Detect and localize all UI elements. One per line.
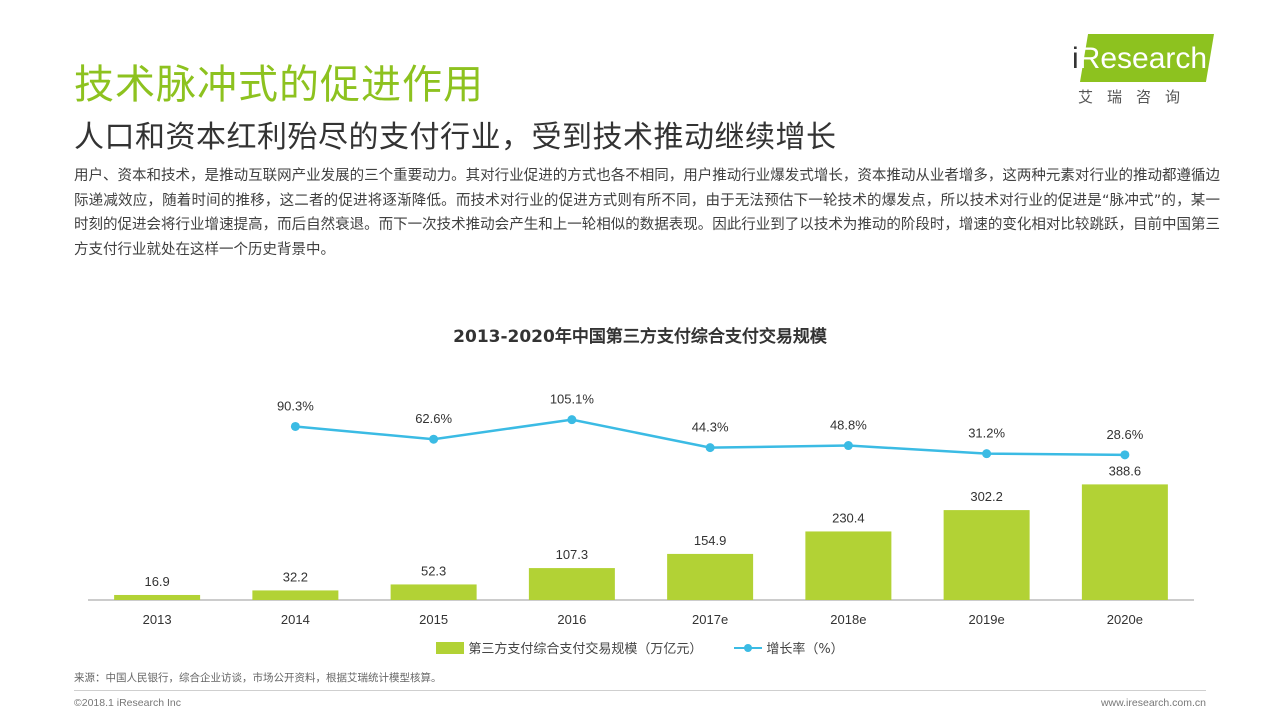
bar-value-label-2015: 52.3 bbox=[421, 563, 446, 578]
logo-chinese-name: 艾瑞咨询 bbox=[1078, 88, 1195, 106]
logo-wordmark: iResearch bbox=[1072, 42, 1207, 76]
bar-2019e bbox=[943, 510, 1030, 600]
x-tick-label-2016: 2016 bbox=[557, 612, 586, 627]
growth-label-2017e: 44.3% bbox=[692, 420, 729, 435]
growth-point-2018e bbox=[843, 441, 853, 451]
legend-label-growth: 增长率（%） bbox=[766, 642, 844, 657]
growth-point-2019e bbox=[982, 449, 992, 459]
growth-point-2016 bbox=[567, 415, 577, 425]
logo-letter-i: i bbox=[1072, 42, 1079, 75]
growth-label-2016: 105.1% bbox=[550, 392, 595, 407]
logo-letters-research: Research bbox=[1078, 42, 1208, 75]
intro-paragraph: 用户、资本和技术，是推动互联网产业发展的三个重要动力。其对行业促进的方式也各不相… bbox=[74, 168, 1220, 258]
growth-point-2014 bbox=[290, 421, 300, 431]
bar-value-label-2019e: 302.2 bbox=[970, 489, 1003, 504]
copyright-text: ©2018.1 iResearch Inc bbox=[74, 697, 181, 709]
bar-value-label-2013: 16.9 bbox=[144, 574, 169, 589]
x-tick-label-2015: 2015 bbox=[419, 612, 448, 627]
chart-legend: 第三方支付综合支付交易规模（万亿元） 增长率（%） bbox=[0, 638, 1280, 657]
x-tick-label-2017e: 2017e bbox=[692, 612, 728, 627]
bar-value-label-2017e: 154.9 bbox=[694, 533, 727, 548]
legend-line-swatch bbox=[734, 642, 763, 654]
legend-bar-swatch bbox=[436, 641, 465, 654]
legend-item-growth: 增长率（%） bbox=[734, 638, 844, 657]
bar-value-label-2014: 32.2 bbox=[283, 569, 308, 584]
growth-point-2015 bbox=[429, 434, 439, 444]
bar-value-label-2016: 107.3 bbox=[556, 547, 589, 562]
growth-label-2014: 90.3% bbox=[277, 398, 314, 413]
growth-label-2019e: 31.2% bbox=[968, 426, 1005, 441]
x-tick-label-2013: 2013 bbox=[143, 612, 172, 627]
bar-2013 bbox=[114, 594, 201, 600]
x-tick-label-2020e: 2020e bbox=[1107, 612, 1143, 627]
logo-badge bbox=[1080, 34, 1214, 82]
legend-label-volume: 第三方支付综合支付交易规模（万亿元） bbox=[468, 642, 703, 657]
chart-title: 2013-2020年中国第三方支付综合支付交易规模 bbox=[453, 327, 827, 347]
page-subtitle: 人口和资本红利殆尽的支付行业，受到技术推动继续增长 bbox=[74, 120, 837, 155]
x-tick-label-2018e: 2018e bbox=[830, 612, 866, 627]
growth-label-2020e: 28.6% bbox=[1106, 427, 1143, 442]
x-tick-label-2019e: 2019e bbox=[969, 612, 1005, 627]
growth-label-2018e: 48.8% bbox=[830, 418, 867, 433]
bar-2018e bbox=[805, 531, 892, 600]
iresearch-logo: iResearch 艾瑞咨询 bbox=[1062, 34, 1222, 106]
legend-item-volume: 第三方支付综合支付交易规模（万亿元） bbox=[436, 638, 702, 657]
growth-point-2020e bbox=[1120, 450, 1130, 460]
source-note: 来源：中国人民银行，综合企业访谈，市场公开资料，根据艾瑞统计模型核算。 bbox=[74, 672, 442, 684]
bar-2017e bbox=[667, 553, 754, 600]
bar-value-label-2018e: 230.4 bbox=[832, 510, 865, 525]
bar-2020e bbox=[1081, 484, 1168, 600]
bar-2014 bbox=[252, 590, 339, 600]
growth-label-2015: 62.6% bbox=[415, 411, 452, 426]
growth-point-2017e bbox=[705, 443, 715, 453]
bar-value-label-2020e: 388.6 bbox=[1109, 463, 1142, 478]
bar-2015 bbox=[390, 584, 477, 600]
x-tick-label-2014: 2014 bbox=[281, 612, 310, 627]
footer-divider bbox=[74, 690, 1206, 691]
page-title: 技术脉冲式的促进作用 bbox=[74, 62, 484, 108]
website-link[interactable]: www.iresearch.com.cn bbox=[1100, 697, 1206, 709]
bar-2016 bbox=[528, 568, 615, 600]
